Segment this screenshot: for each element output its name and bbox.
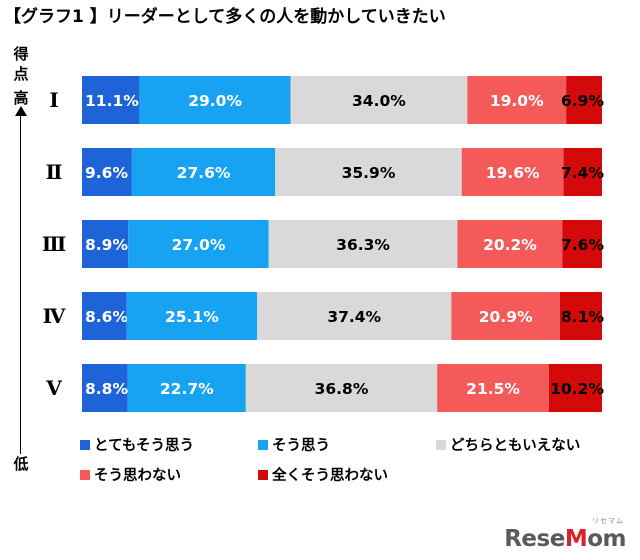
data-label-strongly-disagree-row-2: 7.4%: [561, 164, 604, 182]
bar-segment-agree-row-4: [126, 292, 258, 340]
bar-segment-neutral-row-5: [245, 364, 438, 412]
stacked-bar-chart: Ⅰ 11.1% 29.0% 34.0% 19.0% 6.9% Ⅱ 9.6% 27.6% 35.9%…: [42, 76, 604, 412]
data-label-agree-row-5: 22.7%: [160, 380, 214, 398]
data-label-neutral-row-5: 36.8%: [315, 380, 369, 398]
legend-label-agree: そう思う: [272, 438, 330, 454]
legend: とてもそう思う そう思う どちらともいえない そう思わない 全くそう思わない: [80, 430, 620, 490]
data-label-very-agree-row-4: 8.6%: [85, 308, 128, 326]
bar-segment-agree-row-5: [127, 364, 246, 412]
data-label-neutral-row-4: 37.4%: [327, 308, 381, 326]
score-axis-bottom-char: 低: [13, 455, 29, 473]
watermark-subtitle: リセマム: [592, 517, 624, 525]
data-label-disagree-row-1: 19.0%: [490, 92, 544, 110]
bar-segment-agree-row-1: [139, 76, 291, 124]
bar-segment-strongly-disagree-row-5: [548, 364, 602, 412]
legend-swatch-disagree: [80, 469, 90, 480]
legend-label-very-agree: とてもそう思う: [94, 438, 195, 454]
score-axis: 得 点 高 低: [6, 44, 36, 474]
bar-segment-disagree-row-1: [467, 76, 567, 124]
bar-segment-very-agree-row-5: [82, 364, 128, 412]
legend-item-very-agree: とてもそう思う: [80, 434, 194, 455]
legend-label-neutral: どちらともいえない: [450, 438, 581, 454]
bar-segment-agree-row-2: [131, 148, 276, 196]
resemom-logo: ReseMom: [504, 526, 626, 552]
bar-segment-very-agree-row-2: [82, 148, 132, 196]
bar-segment-neutral-row-1: [290, 76, 468, 124]
bar-segment-disagree-row-5: [437, 364, 549, 412]
legend-item-neutral: どちらともいえない: [436, 434, 580, 455]
bar-segment-strongly-disagree-row-2: [563, 148, 602, 196]
bar-segment-agree-row-3: [128, 220, 269, 268]
data-label-disagree-row-5: 21.5%: [466, 380, 520, 398]
score-axis-top-char-2: 点: [13, 65, 29, 83]
score-axis-top-char-1: 得: [13, 45, 29, 63]
data-label-strongly-disagree-row-3: 7.6%: [561, 236, 604, 254]
chart-title: 【グラフ1 】リーダーとして多くの人を動かしていきたい: [4, 7, 446, 27]
bar-segment-neutral-row-3: [268, 220, 458, 268]
legend-label-strongly-disagree: 全くそう思わない: [272, 468, 388, 484]
data-label-agree-row-2: 27.6%: [177, 164, 231, 182]
bar-segment-very-agree-row-1: [82, 76, 140, 124]
bar-segment-very-agree-row-3: [82, 220, 129, 268]
data-label-disagree-row-3: 20.2%: [483, 236, 537, 254]
bar-segment-disagree-row-3: [457, 220, 563, 268]
category-label-2: Ⅱ: [46, 160, 63, 184]
score-axis-line: [20, 114, 21, 454]
category-label-3: Ⅲ: [42, 232, 66, 256]
bar-segment-disagree-row-2: [461, 148, 564, 196]
legend-swatch-strongly-disagree: [258, 469, 268, 480]
data-label-strongly-disagree-row-4: 8.1%: [561, 308, 604, 326]
data-label-disagree-row-4: 20.9%: [479, 308, 533, 326]
up-arrow-icon: [15, 106, 27, 116]
legend-item-strongly-disagree: 全くそう思わない: [258, 464, 388, 485]
bar-segment-strongly-disagree-row-4: [559, 292, 602, 340]
watermark-text: ReseMom: [504, 526, 626, 552]
bar-segment-very-agree-row-4: [82, 292, 127, 340]
category-label-5: Ⅴ: [45, 376, 62, 400]
legend-swatch-agree: [258, 439, 268, 450]
bar-segment-strongly-disagree-row-3: [562, 220, 602, 268]
bar-segment-neutral-row-4: [257, 292, 452, 340]
data-label-very-agree-row-2: 9.6%: [85, 164, 128, 182]
category-label-4: Ⅳ: [43, 304, 66, 328]
data-label-very-agree-row-5: 8.8%: [85, 380, 128, 398]
data-label-very-agree-row-1: 11.1%: [85, 92, 139, 110]
data-label-neutral-row-2: 35.9%: [342, 164, 396, 182]
bar-segment-strongly-disagree-row-1: [566, 76, 602, 124]
legend-item-disagree: そう思わない: [80, 464, 181, 485]
data-label-strongly-disagree-row-5: 10.2%: [550, 380, 604, 398]
data-label-neutral-row-3: 36.3%: [336, 236, 390, 254]
data-label-agree-row-4: 25.1%: [165, 308, 219, 326]
data-label-strongly-disagree-row-1: 6.9%: [561, 92, 604, 110]
score-axis-top-char-3: 高: [13, 89, 29, 107]
data-label-very-agree-row-3: 8.9%: [85, 236, 128, 254]
data-label-agree-row-3: 27.0%: [172, 236, 226, 254]
data-label-neutral-row-1: 34.0%: [352, 92, 406, 110]
bar-segment-disagree-row-4: [451, 292, 560, 340]
data-label-agree-row-1: 29.0%: [188, 92, 242, 110]
legend-item-agree: そう思う: [258, 434, 330, 455]
legend-label-disagree: そう思わない: [94, 468, 181, 484]
legend-swatch-very-agree: [80, 439, 90, 450]
data-label-disagree-row-2: 19.6%: [486, 164, 540, 182]
bar-segment-neutral-row-2: [275, 148, 462, 196]
category-label-1: Ⅰ: [49, 88, 58, 112]
legend-swatch-neutral: [436, 439, 446, 450]
